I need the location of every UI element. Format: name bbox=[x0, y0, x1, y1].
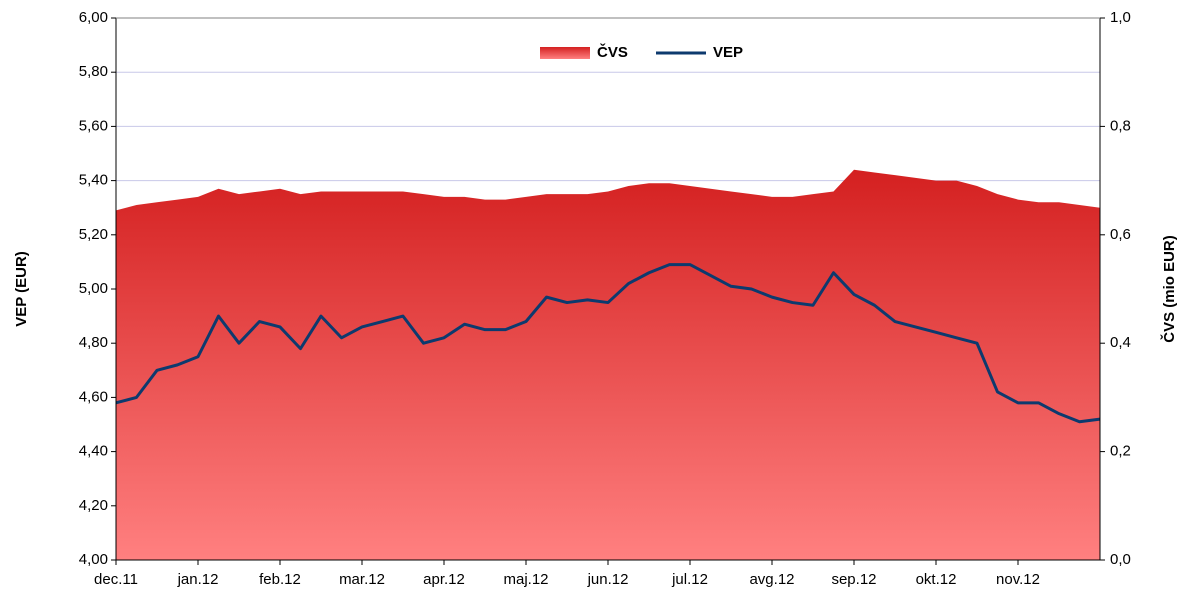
marks bbox=[115, 169, 1101, 560]
y-tick-label: 5,40 bbox=[79, 172, 108, 189]
y-tick-label: 4,60 bbox=[79, 388, 108, 405]
line bbox=[115, 263, 1101, 424]
x-tick-label: avg.12 bbox=[749, 571, 794, 588]
x-tick-label: mar.12 bbox=[339, 571, 385, 588]
y-axis-title: VEP (EUR) bbox=[13, 251, 30, 327]
legend-label: ČVS bbox=[597, 43, 628, 61]
y2-tick-label: 0,4 bbox=[1110, 334, 1131, 351]
legend-label: VEP bbox=[713, 44, 743, 61]
x-tick-label: feb.12 bbox=[259, 571, 301, 588]
y2-tick-label: 0,8 bbox=[1110, 117, 1131, 134]
legend-swatch bbox=[540, 47, 590, 59]
y2-axis-title: ČVS (mio EUR) bbox=[1160, 235, 1178, 343]
area bbox=[116, 169, 1100, 560]
y-tick-label: 5,60 bbox=[79, 117, 108, 134]
y-tick-label: 4,00 bbox=[79, 551, 108, 568]
y-tick-label: 4,80 bbox=[79, 334, 108, 351]
y-tick-label: 6,00 bbox=[79, 9, 108, 26]
y-tick-label: 5,80 bbox=[79, 63, 108, 80]
x-tick-label: jul.12 bbox=[671, 571, 708, 588]
x-tick-label: jan.12 bbox=[177, 571, 219, 588]
y-tick-label: 4,20 bbox=[79, 497, 108, 514]
x-tick-label: sep.12 bbox=[831, 571, 876, 588]
x-tick-label: apr.12 bbox=[423, 571, 465, 588]
axes: 4,00 4,20 4,40 4,60 4,80 5,00 5,20 5,40 5,60 5,80… bbox=[79, 9, 1131, 588]
y-tick-label: 5,00 bbox=[79, 280, 108, 297]
legend: ČVS VEP bbox=[540, 43, 743, 61]
y2-tick-label: 0,2 bbox=[1110, 443, 1131, 460]
x-tick-label: okt.12 bbox=[916, 571, 957, 588]
x-tick-label: maj.12 bbox=[503, 571, 548, 588]
x-tick-label: nov.12 bbox=[996, 571, 1040, 588]
y2-tick-label: 0,0 bbox=[1110, 551, 1131, 568]
x-tick-label: dec.11 bbox=[94, 571, 138, 588]
y2-tick-label: 0,6 bbox=[1110, 226, 1131, 243]
y-tick-label: 4,40 bbox=[79, 443, 108, 460]
y-tick-label: 5,20 bbox=[79, 226, 108, 243]
y2-tick-label: 1,0 bbox=[1110, 9, 1131, 26]
x-tick-label: jun.12 bbox=[587, 571, 629, 588]
